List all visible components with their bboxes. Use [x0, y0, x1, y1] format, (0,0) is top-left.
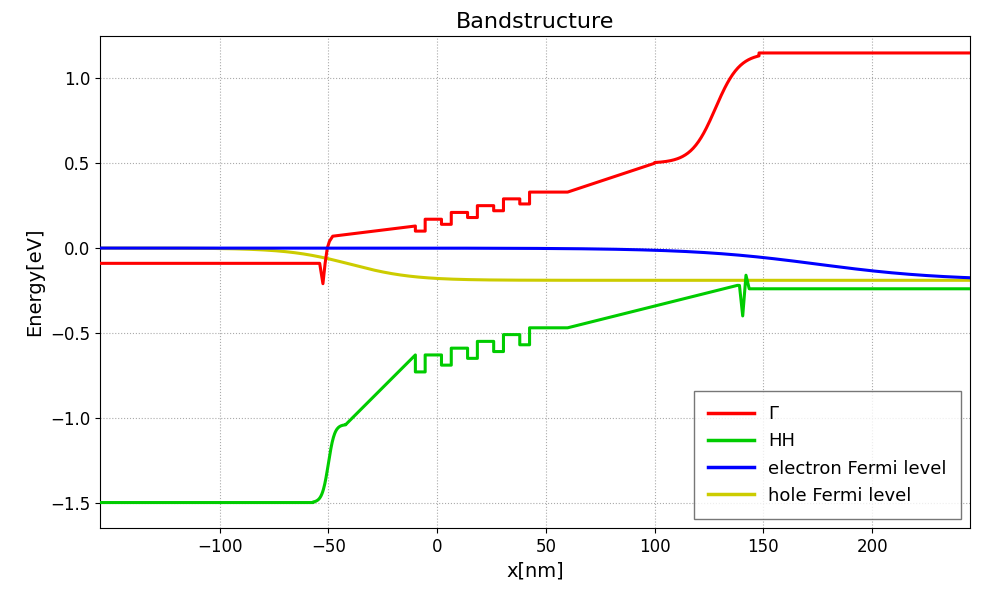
Title: Bandstructure: Bandstructure — [456, 11, 614, 32]
X-axis label: x[nm]: x[nm] — [506, 561, 564, 580]
Legend: Γ, HH, electron Fermi level, hole Fermi level: Γ, HH, electron Fermi level, hole Fermi … — [694, 391, 961, 519]
Y-axis label: Energy[eV]: Energy[eV] — [25, 228, 44, 336]
